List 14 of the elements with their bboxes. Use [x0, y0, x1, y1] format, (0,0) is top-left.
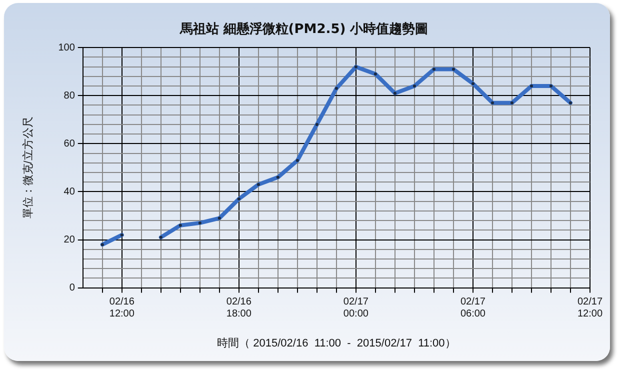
x-tick-label: 02/16 12:00 [109, 296, 135, 320]
x-tick-label: 02/17 00:00 [343, 296, 369, 320]
x-tick-label: 02/16 18:00 [226, 296, 252, 320]
chart-title: 馬祖站 細懸浮微粒(PM2.5) 小時值趨勢圖 [178, 21, 428, 38]
y-tick-label: 100 [58, 42, 76, 54]
y-tick-label: 40 [64, 186, 76, 198]
y-tick-label: 60 [64, 138, 76, 150]
x-axis-title: 時間（ 2015/02/16 11:00 - 2015/02/17 11:00） [217, 336, 456, 350]
x-tick-label: 02/17 12:00 [577, 296, 603, 320]
y-tick-label: 0 [69, 282, 76, 294]
y-tick-label: 20 [64, 234, 76, 246]
x-tick-label: 02/17 06:00 [460, 296, 486, 320]
y-axis-title: 單位：微克/立方公尺 [22, 116, 35, 219]
y-tick-label: 80 [64, 90, 76, 102]
